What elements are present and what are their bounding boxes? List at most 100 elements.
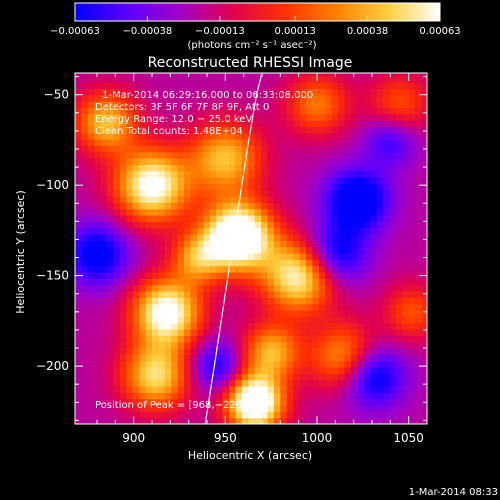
heatmap-cell <box>344 278 352 286</box>
heatmap-cell <box>241 177 249 184</box>
heatmap-cell <box>209 132 217 140</box>
heatmap-cell <box>312 354 320 362</box>
heatmap-cell <box>184 348 192 355</box>
heatmap-cell <box>126 341 134 349</box>
heatmap-cell <box>267 126 275 134</box>
heatmap-cell <box>177 348 185 355</box>
heatmap-cell <box>286 94 294 102</box>
heatmap-cell <box>145 221 153 229</box>
y-tick-label: −200 <box>36 359 69 373</box>
heatmap-cell <box>145 291 153 298</box>
heatmap-cell <box>222 107 230 115</box>
heatmap-cell <box>363 94 371 102</box>
heatmap-cell <box>273 215 281 222</box>
heatmap-cell <box>254 75 262 83</box>
heatmap-cell <box>415 297 423 305</box>
heatmap-cell <box>222 164 230 172</box>
heatmap-cell <box>241 126 249 134</box>
heatmap-cell <box>139 158 147 165</box>
heatmap-cell <box>152 101 160 108</box>
heatmap-cell <box>100 316 108 324</box>
heatmap-cell <box>87 145 95 153</box>
heatmap-cell <box>145 373 153 381</box>
heatmap-cell <box>203 234 211 241</box>
heatmap-cell <box>81 379 89 387</box>
heatmap-cell <box>273 259 281 267</box>
heatmap-cell <box>75 88 83 96</box>
heatmap-cell <box>280 126 288 134</box>
heatmap-cell <box>325 278 333 286</box>
heatmap-cell <box>376 227 384 235</box>
heatmap-cell <box>222 88 230 96</box>
heatmap-cell <box>222 196 230 203</box>
heatmap-cell <box>370 183 378 191</box>
heatmap-cell <box>113 113 121 121</box>
heatmap-cell <box>408 151 416 159</box>
heatmap-cell <box>145 360 153 368</box>
heatmap-cell <box>177 278 185 286</box>
heatmap-cell <box>318 297 326 305</box>
heatmap-cell <box>338 246 346 254</box>
heatmap-cell <box>241 107 249 115</box>
heatmap-cell <box>286 367 294 374</box>
heatmap-cell <box>126 303 134 311</box>
heatmap-cell <box>421 208 427 216</box>
heatmap-cell <box>370 73 378 77</box>
heatmap-cell <box>203 183 211 191</box>
heatmap-cell <box>408 75 416 83</box>
heatmap-cell <box>350 183 358 191</box>
heatmap-cell <box>306 272 314 279</box>
heatmap-cells <box>75 73 427 424</box>
heatmap-cell <box>344 291 352 298</box>
heatmap-cell <box>254 202 262 210</box>
heatmap-cell <box>81 259 89 267</box>
heatmap-cell <box>222 392 230 400</box>
heatmap-cell <box>306 329 314 336</box>
heatmap-cell <box>196 126 204 134</box>
heatmap-cell <box>280 132 288 140</box>
heatmap-cell <box>338 310 346 317</box>
heatmap-cell <box>209 107 217 115</box>
heatmap-cell <box>139 259 147 267</box>
heatmap-cell <box>389 373 397 381</box>
heatmap-cell <box>293 183 301 191</box>
heatmap-cell <box>126 373 134 381</box>
heatmap-cell <box>164 164 172 172</box>
heatmap-cell <box>177 183 185 191</box>
heatmap-cell <box>81 88 89 96</box>
heatmap-cell <box>209 189 217 197</box>
heatmap-cell <box>248 196 256 203</box>
heatmap-cell <box>158 272 166 279</box>
heatmap-cell <box>100 183 108 191</box>
heatmap-cell <box>196 73 204 77</box>
heatmap-cell <box>286 379 294 387</box>
heatmap-cell <box>344 88 352 96</box>
heatmap-cell <box>196 202 204 210</box>
heatmap-cell <box>325 259 333 267</box>
heatmap-cell <box>229 398 237 406</box>
heatmap-cell <box>81 297 89 305</box>
heatmap-cell <box>164 316 172 324</box>
heatmap-cell <box>81 367 89 374</box>
heatmap-cell <box>171 386 179 393</box>
heatmap-cell <box>94 73 102 77</box>
heatmap-cell <box>267 120 275 127</box>
heatmap-cell <box>312 139 320 146</box>
heatmap-cell <box>171 101 179 108</box>
heatmap-cell <box>196 82 204 89</box>
heatmap-cell <box>113 202 121 210</box>
heatmap-cell <box>196 398 204 406</box>
heatmap-cell <box>338 107 346 115</box>
heatmap-cell <box>350 322 358 330</box>
heatmap-cell <box>363 272 371 279</box>
heatmap-cell <box>293 373 301 381</box>
heatmap-cell <box>164 265 172 273</box>
heatmap-cell <box>248 297 256 305</box>
heatmap-cell <box>132 297 140 305</box>
heatmap-cell <box>132 310 140 317</box>
heatmap-cell <box>145 126 153 134</box>
heatmap-cell <box>280 310 288 317</box>
heatmap-cell <box>190 316 198 324</box>
heatmap-cell <box>306 94 314 102</box>
heatmap-cell <box>119 189 127 197</box>
